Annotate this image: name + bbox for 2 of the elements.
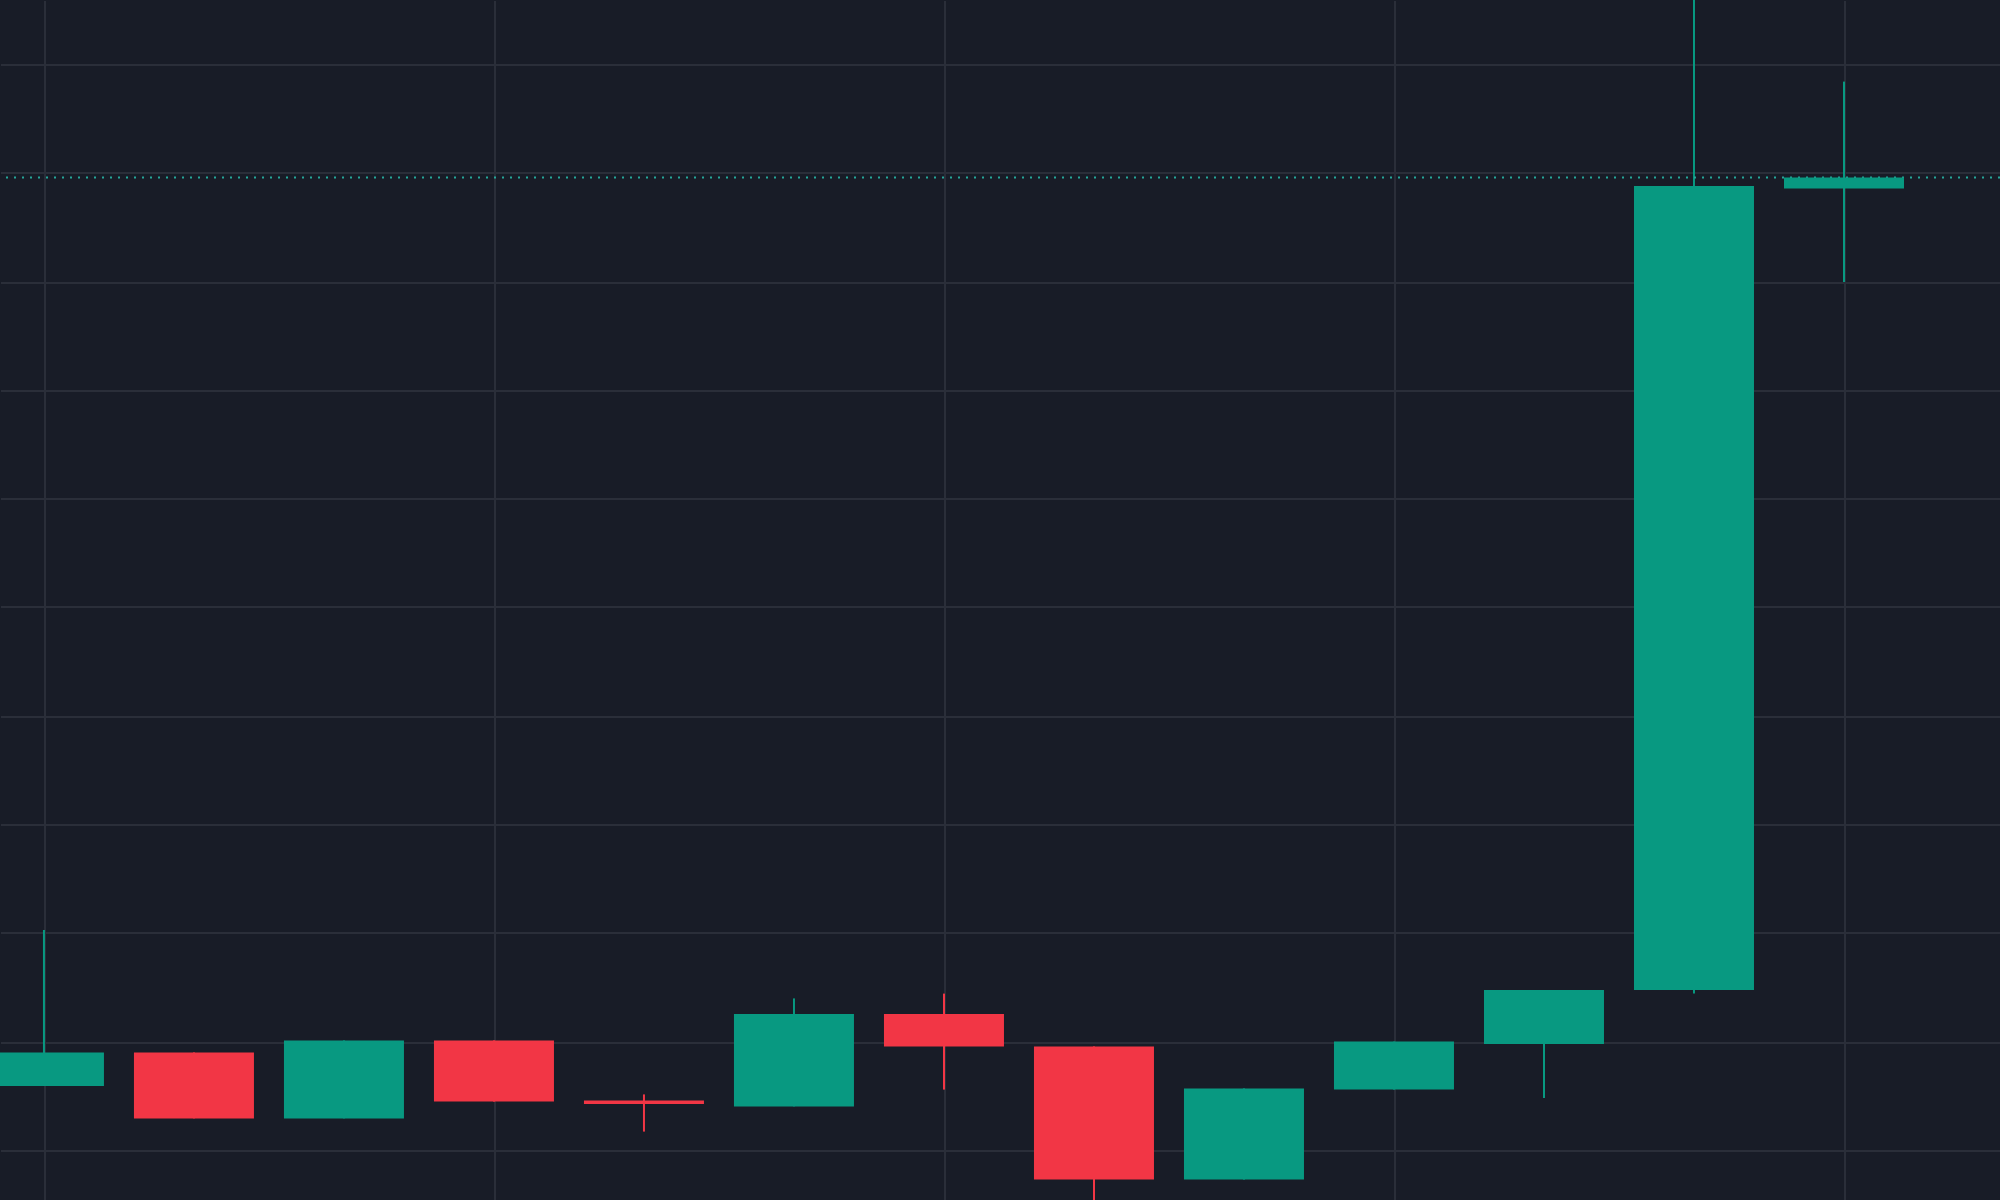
candlestick <box>1783 80 1904 283</box>
candlestick <box>583 1093 704 1133</box>
